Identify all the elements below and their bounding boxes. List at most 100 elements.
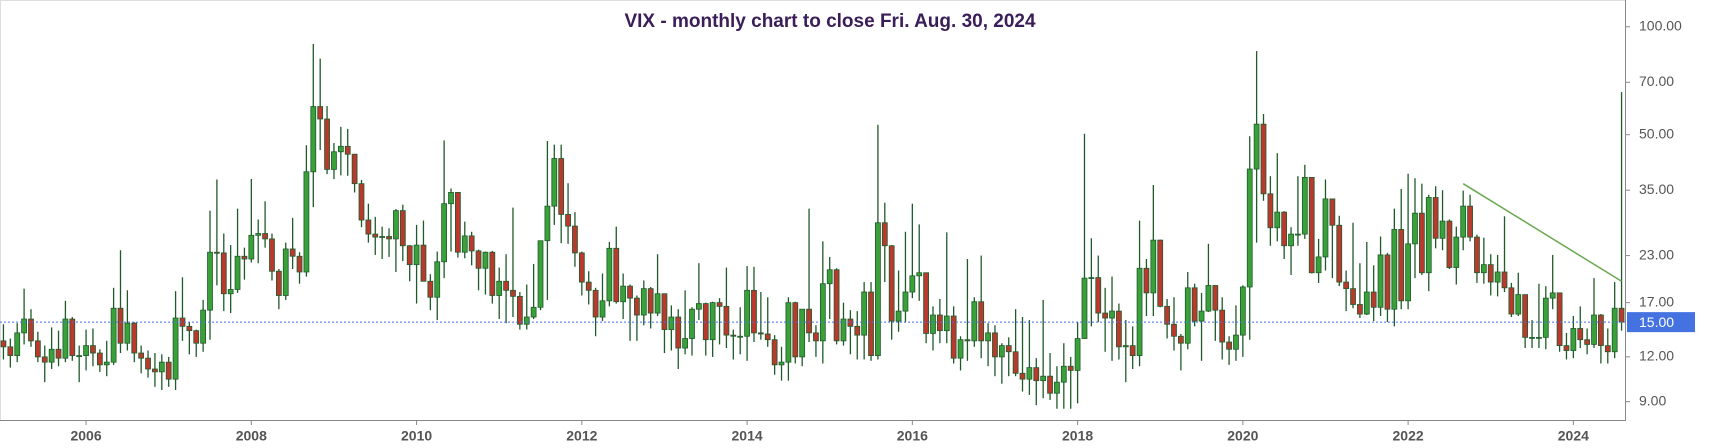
candle-body [861, 291, 868, 336]
candle-body [1047, 375, 1053, 394]
candle-body [950, 315, 957, 359]
candle-body [1267, 193, 1274, 229]
candle-body [282, 248, 289, 296]
candle-body [1040, 375, 1047, 382]
candle-body [193, 330, 200, 344]
candle-body [324, 118, 330, 170]
candle-body [647, 288, 654, 314]
candle-body [682, 338, 688, 349]
candle-body [289, 248, 296, 257]
y-tick-label: 12.00 [1639, 348, 1674, 364]
candle-body [854, 325, 861, 336]
y-tick-label: 17.00 [1639, 293, 1674, 309]
candle-body [1439, 220, 1446, 239]
candle-body [1019, 372, 1026, 380]
candle-body [1054, 381, 1060, 394]
candle-body [1494, 271, 1501, 283]
candle-body [110, 307, 117, 363]
candle-body [1577, 328, 1584, 341]
candle-body [434, 261, 441, 298]
candle-body [558, 158, 565, 215]
candle-body [737, 335, 744, 338]
candle-body [1322, 198, 1329, 258]
candle-body [592, 289, 599, 318]
candle-body [826, 269, 833, 285]
candle-body [262, 233, 268, 240]
candle-body [372, 233, 379, 238]
candle-body [83, 345, 89, 356]
candle-body [207, 251, 213, 311]
candle-body [1129, 345, 1136, 356]
y-tick-label: 9.00 [1639, 392, 1666, 408]
candle-body [131, 322, 138, 354]
candle-body [1012, 351, 1019, 374]
candle-body [269, 238, 275, 272]
candle-body [172, 317, 179, 380]
candle-body [675, 316, 682, 349]
candle-body [1418, 212, 1425, 274]
candle-body [379, 236, 386, 238]
candle-body [771, 339, 778, 366]
price-label: 15.00 [1639, 314, 1674, 330]
x-tick-label: 2018 [1062, 428, 1093, 444]
candle-body [957, 339, 964, 359]
x-tick-label: 2008 [236, 428, 267, 444]
candle-body [1425, 197, 1432, 274]
candle-body [1191, 287, 1198, 322]
candle-body [537, 240, 544, 308]
candle-body [1095, 277, 1102, 314]
candle-body [1357, 304, 1363, 315]
candle-body [90, 345, 96, 354]
candle-body [847, 318, 854, 327]
candle-body [888, 245, 895, 322]
candle-body [1136, 267, 1143, 356]
candle-body [1212, 285, 1219, 311]
candle-body [124, 322, 131, 344]
candle-body [427, 280, 434, 298]
candle-body [1515, 294, 1522, 315]
candle-body [145, 357, 151, 370]
candle-body [1226, 341, 1232, 350]
candle-body [1239, 286, 1246, 336]
candle-body [28, 318, 34, 342]
candle-body [1060, 365, 1067, 383]
candle-body [523, 316, 530, 325]
candle-body [1122, 345, 1129, 348]
candle-body [709, 302, 716, 341]
candle-body [41, 356, 48, 363]
candle-body [1246, 168, 1253, 288]
candle-body [730, 334, 737, 337]
candle-body [386, 236, 392, 240]
candle-body [764, 333, 771, 341]
candle-body [1480, 264, 1487, 274]
candle-body [1556, 292, 1563, 347]
candle-body [1184, 287, 1191, 344]
candle-body [413, 244, 420, 266]
candle-body [599, 300, 606, 318]
candle-body [654, 293, 661, 314]
candle-body [1542, 297, 1549, 338]
candle-body [0, 340, 7, 348]
candle-body [551, 158, 558, 207]
candle-body [613, 247, 620, 303]
candle-body [578, 252, 585, 283]
candle-body [813, 332, 819, 342]
candle-body [627, 285, 633, 299]
candle-body [1487, 264, 1494, 283]
candle-body [200, 309, 207, 344]
x-tick-label: 2016 [897, 428, 928, 444]
candle-body [165, 361, 172, 380]
candle-body [1460, 205, 1467, 238]
x-tick-label: 2006 [70, 428, 101, 444]
candle-body [702, 303, 709, 341]
candle-body [1233, 334, 1239, 350]
candle-body [585, 281, 592, 291]
candle-body [1604, 345, 1611, 353]
candle-body [448, 192, 454, 205]
candle-body [516, 295, 523, 325]
price-label-box [1627, 312, 1695, 333]
candle-body [1308, 177, 1315, 274]
candle-body [640, 288, 647, 316]
candle-body [158, 361, 165, 373]
candle-body [1295, 233, 1301, 236]
